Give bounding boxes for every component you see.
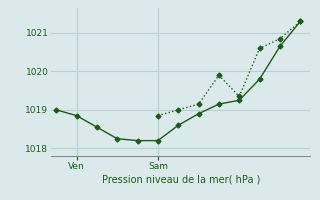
X-axis label: Pression niveau de la mer( hPa ): Pression niveau de la mer( hPa ): [102, 175, 260, 185]
